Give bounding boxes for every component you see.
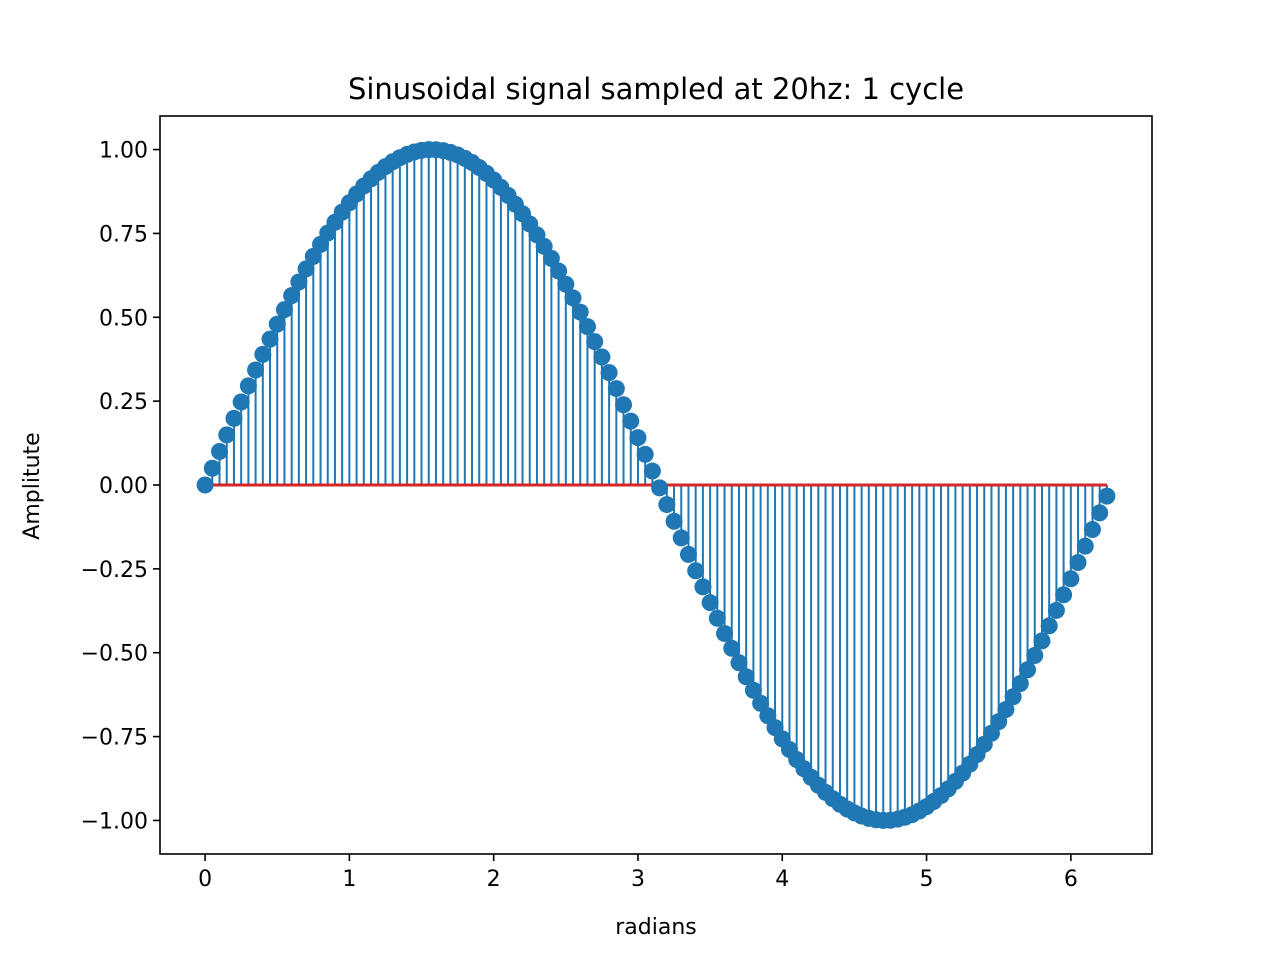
data-point [557, 275, 575, 293]
data-point [1033, 632, 1051, 650]
data-point [716, 624, 734, 642]
y-tick-label: −0.25 [81, 558, 148, 583]
data-point [196, 476, 214, 494]
data-point [1083, 521, 1101, 539]
data-point [737, 668, 755, 686]
x-tick-label: 6 [1064, 867, 1078, 892]
data-point [636, 445, 654, 463]
data-point [679, 545, 697, 563]
y-tick-label: 1.00 [99, 139, 148, 164]
x-tick-label: 3 [631, 867, 645, 892]
y-tick-label: −0.50 [81, 642, 148, 667]
data-point [708, 609, 726, 627]
data-point [1047, 601, 1065, 619]
data-point [232, 393, 250, 411]
data-point [593, 348, 611, 366]
data-point [283, 287, 301, 305]
data-point [1069, 554, 1087, 572]
data-point [275, 301, 293, 319]
x-axis: 0 1 2 3 4 5 6 [198, 854, 1078, 892]
data-point [211, 443, 229, 461]
y-tick-label: 0.25 [99, 390, 148, 415]
data-point [247, 361, 265, 379]
data-point [744, 681, 762, 699]
y-axis: −1.00 −0.75 −0.50 −0.25 0.00 0.25 0.50 0.75 1.00 [81, 139, 160, 834]
data-point [752, 694, 770, 712]
data-point [239, 377, 257, 395]
x-tick-label: 1 [342, 867, 356, 892]
data-point [1091, 504, 1109, 522]
data-point [651, 479, 669, 497]
data-point [600, 364, 618, 382]
data-point [997, 700, 1015, 718]
data-point [578, 318, 596, 336]
data-point [225, 409, 243, 427]
data-point [1055, 586, 1073, 604]
data-point [701, 594, 719, 612]
data-point [203, 459, 221, 477]
data-point [1019, 661, 1037, 679]
x-axis-label: radians [615, 915, 697, 940]
data-point [542, 249, 560, 267]
y-tick-label: 0.00 [99, 474, 148, 499]
data-point [1076, 537, 1094, 555]
stems-layer [211, 149, 1108, 821]
x-tick-label: 0 [198, 867, 212, 892]
data-point [261, 330, 279, 348]
data-point [254, 345, 272, 363]
data-point [297, 260, 315, 278]
data-point [730, 654, 748, 672]
x-tick-label: 2 [487, 867, 501, 892]
data-point [218, 426, 236, 444]
data-point [607, 380, 625, 398]
y-tick-label: 0.75 [99, 222, 148, 247]
data-point [622, 412, 640, 430]
data-point [564, 289, 582, 307]
data-point [571, 303, 589, 321]
data-point [1098, 487, 1116, 505]
y-tick-label: 0.50 [99, 306, 148, 331]
data-point [1011, 674, 1029, 692]
x-tick-label: 5 [920, 867, 934, 892]
y-axis-label: Amplitute [20, 432, 45, 539]
markers-layer [196, 141, 1116, 829]
data-point [658, 496, 676, 514]
data-point [615, 396, 633, 414]
data-point [1026, 647, 1044, 665]
data-point [694, 578, 712, 596]
data-point [687, 562, 705, 580]
data-point [1040, 617, 1058, 635]
data-point [629, 429, 647, 447]
data-point [268, 315, 286, 333]
data-point [1004, 688, 1022, 706]
chart-title: Sinusoidal signal sampled at 20hz: 1 cyc… [348, 72, 964, 106]
data-point [586, 333, 604, 351]
data-point [290, 273, 308, 291]
data-point [550, 262, 568, 280]
y-tick-label: −0.75 [81, 726, 148, 751]
y-tick-label: −1.00 [81, 809, 148, 834]
data-point [665, 512, 683, 530]
data-point [672, 529, 690, 547]
x-tick-label: 4 [775, 867, 789, 892]
data-point [643, 462, 661, 480]
data-point [1062, 570, 1080, 588]
data-point [723, 639, 741, 657]
